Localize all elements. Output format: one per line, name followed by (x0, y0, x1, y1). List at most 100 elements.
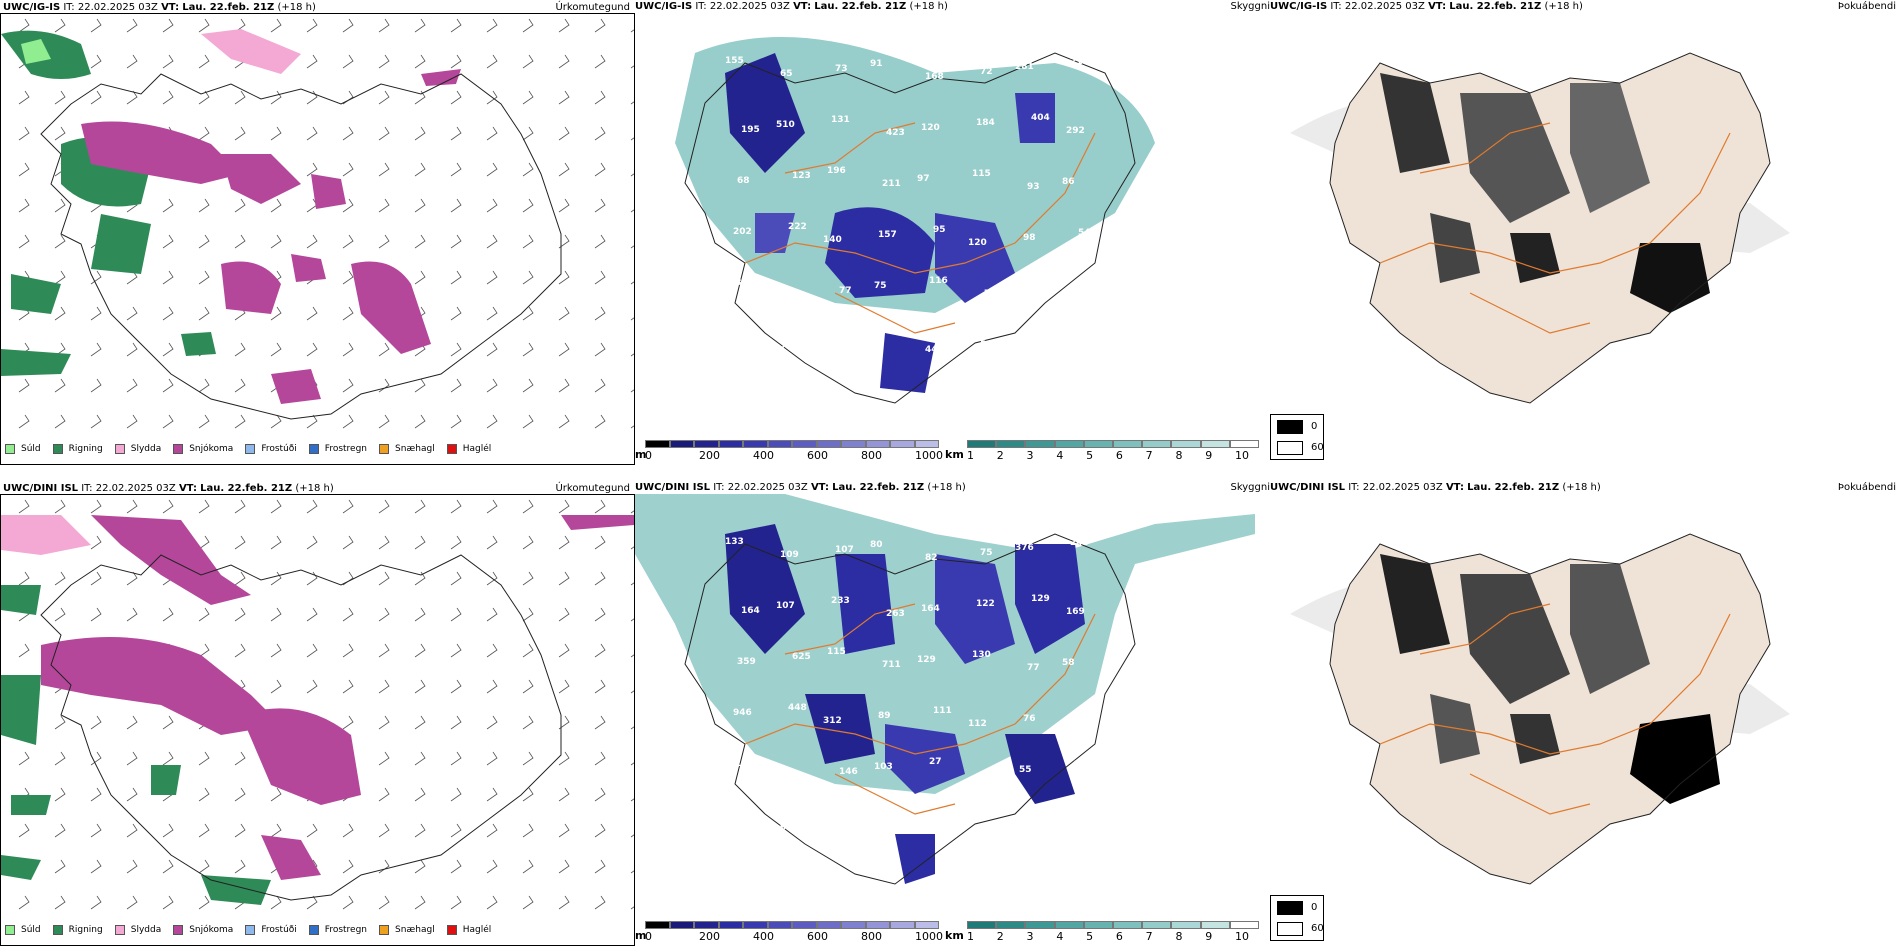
wind-barb (270, 823, 282, 838)
vis-value-label: 78 (1074, 760, 1087, 770)
colorbar-tick: 1 (967, 930, 974, 943)
colorbar-segment (767, 440, 792, 448)
it-value: 22.02.2025 03Z (727, 482, 808, 493)
wind-barb (594, 499, 606, 514)
wind-barb (630, 137, 634, 141)
wind-barb (306, 414, 318, 429)
vis-value-label: 122 (976, 599, 995, 609)
vis-value-label: 233 (831, 596, 850, 606)
colorbar-tick: 1000 (915, 930, 943, 943)
vis-panel-top: UWC/IG-IS IT: 22.02.2025 03Z VT: Lau. 22… (635, 1, 1270, 465)
vis-value-label: 109 (780, 550, 799, 560)
vis-value-label: 138 (784, 772, 803, 782)
vis-labels: 155 65 73 91 168 72 281 218 195 510 131 423 120 184 40… (725, 56, 1091, 357)
wind-barb (306, 234, 318, 249)
wind-barb (90, 535, 102, 550)
vis-value-label: 448 (788, 703, 807, 713)
wind-barb (558, 895, 570, 910)
vis-value-label: 40 (870, 332, 883, 342)
wind-barb (450, 54, 462, 69)
wind-barb (558, 234, 570, 249)
wind-barb (558, 571, 570, 586)
model-name: UWC/IG-IS (3, 2, 61, 13)
wind-barb (594, 414, 606, 429)
wind-barb (594, 342, 606, 357)
colorbar-tick: 5 (1086, 930, 1094, 943)
wind-barb (126, 54, 138, 69)
wind-barb (198, 414, 210, 429)
panel-header: UWC/IG-IS IT: 22.02.2025 03Z VT: Lau. 22… (635, 1, 948, 13)
colorbar-segment (1083, 440, 1113, 448)
wind-barb (630, 834, 634, 838)
vis-value-label: 49 (1019, 284, 1032, 294)
colorbar-unit: m (635, 448, 647, 461)
wind-barb (90, 895, 102, 910)
wind-barb (414, 414, 426, 429)
wind-barb (414, 751, 426, 766)
legend-item: Frostregn (308, 444, 367, 454)
wind-barb (18, 643, 30, 658)
wind-barb (522, 787, 534, 802)
it-value: 22.02.2025 03Z (1362, 482, 1443, 493)
vis-value-label: 120 (968, 238, 987, 248)
wind-barb (594, 126, 606, 141)
colorbar-tick: 10 (1235, 449, 1249, 462)
legend-item: Slydda (114, 444, 161, 454)
wind-barb (342, 126, 354, 141)
lead-time: (+18 h) (909, 1, 948, 12)
wind-barb (486, 306, 498, 321)
vis-value-label: 123 (792, 171, 811, 181)
wind-barb (342, 715, 354, 730)
vis-value-label: 111 (933, 706, 952, 716)
wind-barb (270, 306, 282, 321)
vis-value-label: 169 (1066, 607, 1085, 617)
legend-item: Rigning (52, 925, 103, 935)
vt-value: Lau. 22.feb. 21Z (200, 483, 293, 494)
wind-barb (126, 715, 138, 730)
wind-barb (630, 798, 634, 802)
model-name: UWC/IG-IS (635, 1, 693, 12)
wind-barbs (18, 499, 634, 910)
wind-barb (558, 378, 570, 393)
wind-barb (450, 306, 462, 321)
legend-swatch (114, 444, 125, 454)
wind-barb (270, 607, 282, 622)
wind-barb (522, 126, 534, 141)
colorbar-segment (1025, 440, 1055, 448)
vis-colorbar-km: km 1 2 3 4 5 6 7 8 9 10 (945, 440, 1265, 464)
vis-value-label: 87 (725, 347, 738, 357)
wind-barb (558, 126, 570, 141)
wind-barb (162, 859, 174, 874)
wind-barb (270, 414, 282, 429)
wind-barb (450, 18, 462, 33)
legend-label: Haglél (462, 444, 492, 454)
wind-barb (522, 751, 534, 766)
wind-barb (306, 823, 318, 838)
wind-barb (378, 499, 390, 514)
wind-barb (18, 234, 30, 249)
vis-value-label: 77 (1027, 663, 1040, 673)
wind-barb (270, 571, 282, 586)
roads (1379, 603, 1731, 815)
wind-barb (378, 679, 390, 694)
wind-barb (486, 859, 498, 874)
wind-barb (486, 378, 498, 393)
vis-value-label: 115 (972, 169, 991, 179)
wind-barb (414, 535, 426, 550)
fog-legend-label: 60 (1311, 923, 1324, 934)
colorbar-segment (914, 921, 939, 929)
wind-barb (630, 173, 634, 177)
legend-item: Slydda (114, 925, 162, 935)
wind-barb (486, 499, 498, 514)
wind-barb (342, 895, 354, 910)
wind-barb (558, 859, 570, 874)
wind-barb (270, 18, 282, 33)
wind-barb (594, 18, 606, 33)
legend-label: Slydda (130, 925, 162, 935)
wind-barb (162, 54, 174, 69)
wind-barb (450, 607, 462, 622)
wind-barb (90, 859, 102, 874)
vis-value-label: 625 (792, 652, 811, 662)
vis-shading (675, 37, 1155, 393)
wind-barb (414, 198, 426, 213)
